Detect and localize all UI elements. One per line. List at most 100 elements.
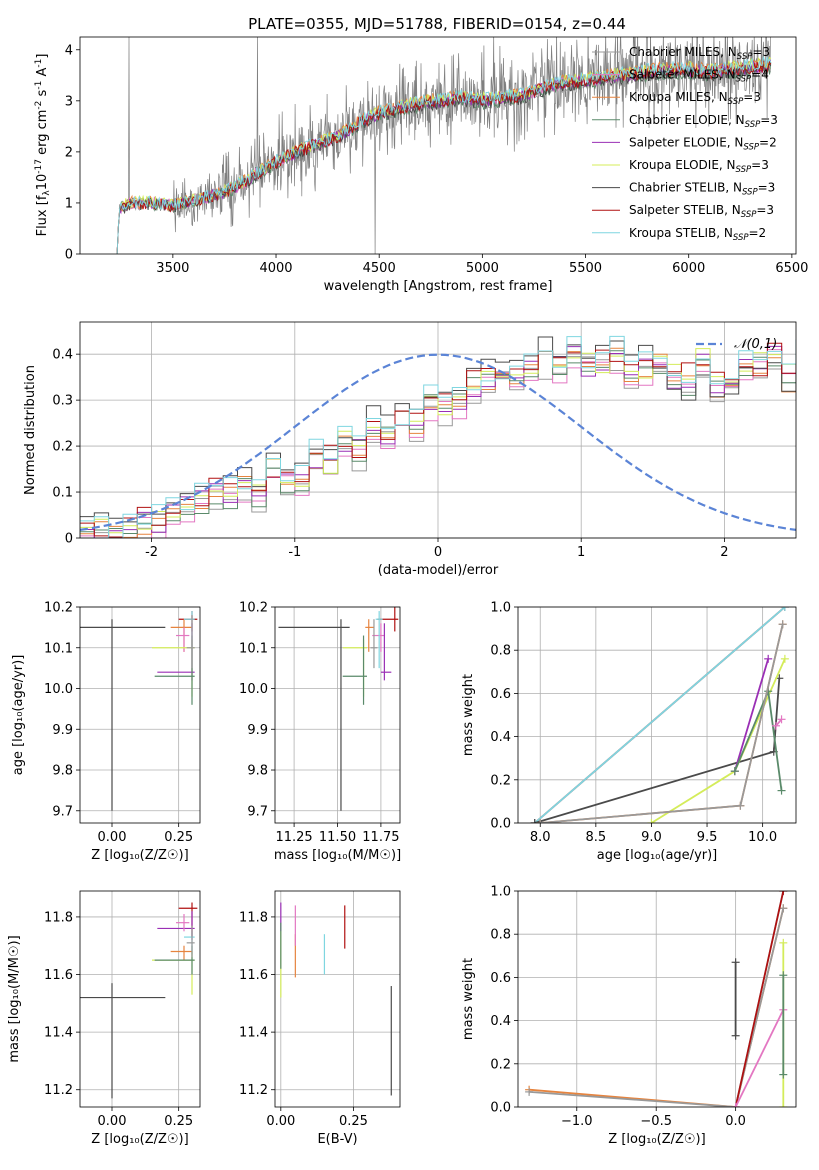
errorbar-salpeter-stelib: [178, 902, 198, 938]
legend-sub: SSP: [741, 210, 757, 220]
x-tick-label: 11.25: [275, 830, 312, 845]
x-tick-label: 0.00: [266, 1114, 295, 1129]
grid: [275, 891, 400, 1107]
legend-entry-chabrier-miles: Chabrier MILES, NSSP=3: [629, 45, 770, 62]
series-chabrier-miles: [529, 908, 785, 1107]
x-axis-label: Z [log₁₀(Z/Z☉)]: [91, 848, 188, 863]
axes-massweight-vs-age: 8.0 8.5 9.0 9.5 10.0 0.0 0.2 0.4 0.6 0.8 1.0 age [l…: [461, 601, 797, 863]
legend-text: =2: [759, 135, 777, 149]
marker-chabrier-miles: [778, 620, 787, 629]
series-chabrier-elodie: [733, 687, 783, 791]
marker-chabrier-miles: [779, 904, 788, 913]
x-tick-label: 3500: [156, 261, 189, 276]
legend-entry-salpeter-elodie: Salpeter ELODIE, NSSP=2: [629, 135, 777, 152]
x-tick-label: 8.0: [530, 830, 551, 845]
errorbar-kroupa-miles: [365, 619, 374, 652]
gaussian-curve: [80, 353, 796, 531]
marker-chabrier-elodie: [730, 767, 739, 776]
ticks: 0.00 0.25 9.7 9.8 9.9 10.0 10.1 10.2: [44, 601, 193, 846]
y-tick-label: 4: [65, 43, 73, 58]
y-tick-label: 9.9: [52, 723, 73, 738]
axes-age-vs-mass: 11.25 11.50 11.75 9.7 9.8 9.9 10.0 10.1 10.2 mass…: [239, 601, 401, 864]
marker-kroupa-elodie: [647, 819, 656, 823]
series-salpeter-miles: [775, 718, 783, 727]
ticks: 0.00 0.25 11.2 11.4 11.6 11.8: [44, 910, 193, 1129]
y-tick-label: 11.6: [239, 968, 268, 983]
x-tick-label: 5500: [569, 261, 602, 276]
errorbar-kroupa-elodie: [152, 951, 195, 995]
y-tick-label: 0.0: [490, 817, 511, 832]
series-kroupa-stelib: [534, 607, 786, 823]
legend-text: =3: [743, 90, 761, 104]
x-tick-label: 11.50: [319, 830, 356, 845]
legend-sub: SSP: [745, 120, 761, 130]
observed-spectrum: [118, 37, 771, 254]
y-tick-label: 0: [65, 532, 73, 547]
legend-text: Salpeter ELODIE, N: [629, 135, 743, 149]
x-axis-label: (data-model)/error: [378, 563, 499, 578]
grid: [80, 322, 796, 539]
marker-chabrier-stelib: [530, 819, 539, 823]
series-kroupa-elodie: [650, 658, 786, 823]
x-axis-label: E(B-V): [317, 1132, 357, 1147]
y-tick-label: 2: [65, 145, 73, 160]
legend-text: =3: [751, 158, 769, 172]
y-tick-label: 0.1: [52, 486, 73, 501]
errorbar-salpeter-stelib: [178, 611, 198, 632]
marker-chabrier-elodie: [777, 786, 786, 795]
legend-sub: SSP: [742, 188, 758, 198]
marker-kroupa-stelib: [780, 607, 789, 611]
marker-chabrier-stelib: [731, 958, 740, 967]
axes-spectrum: 3500 4000 4500 5000 5500 6000 6500 0 1 2 3 4 wavelen…: [34, 36, 809, 294]
x-tick-label: −1.0: [561, 1114, 593, 1129]
y-tick-label: 0.6: [490, 971, 511, 986]
y-tick-label: 10.2: [239, 601, 268, 616]
marker-chabrier-miles: [736, 801, 745, 810]
y-tick-label: 0.3: [52, 394, 73, 409]
y-tick-label: 9.8: [52, 764, 73, 779]
legend-text: Kroupa ELODIE, N: [629, 158, 736, 172]
axes-frame: [79, 36, 797, 255]
axes-frame: [517, 606, 797, 824]
x-tick-label: 5000: [466, 261, 499, 276]
ticks: −1.0 −0.5 0.0 0.0 0.2 0.4 0.6 0.8 1.0: [490, 885, 746, 1130]
y-label-part: -1: [34, 81, 44, 90]
y-label-part: A: [35, 68, 50, 81]
legend-sub: SSP: [728, 97, 744, 107]
y-axis-label: Normed distribution: [23, 365, 38, 495]
y-tick-label: 1.0: [490, 885, 511, 900]
x-tick-label: 4000: [259, 261, 292, 276]
errorbar-chabrier-stelib: [80, 619, 166, 811]
plot-area: [530, 607, 789, 823]
marker-chabrier-miles: [536, 819, 545, 823]
x-tick-label: 8.5: [585, 830, 606, 845]
errorbar-salpeter-elodie: [380, 623, 392, 681]
legend-text: =4: [751, 68, 769, 82]
legend-text: =2: [749, 226, 767, 240]
marker-chabrier-stelib: [731, 1031, 740, 1040]
marker-kroupa-elodie: [779, 938, 788, 947]
axes-mass-vs-Z: 0.00 0.25 11.2 11.4 11.6 11.8 Z [log₁₀(Z/Z☉)] m…: [7, 890, 201, 1147]
y-tick-label: 1.0: [490, 601, 511, 616]
histogram-salpeter-stelib: [80, 342, 796, 538]
errorbar-kroupa-stelib: [375, 611, 383, 669]
x-axis-label: wavelength [Angstrom, rest frame]: [324, 279, 553, 294]
x-tick-label: 4500: [363, 261, 396, 276]
x-tick-label: -1: [288, 545, 301, 560]
x-axis-label: Z [log₁₀(Z/Z☉)]: [608, 1132, 705, 1147]
y-tick-label: 0.2: [490, 773, 511, 788]
errorbar-salpeter-elodie: [157, 911, 195, 940]
errorbar-salpeter-miles: [176, 914, 190, 932]
x-tick-label: 0.25: [164, 830, 193, 845]
legend-sub: SSP: [736, 75, 752, 85]
errorbar-chabrier-stelib: [278, 619, 350, 811]
errorbar-chabrier-elodie: [342, 635, 368, 705]
x-tick-label: 9.0: [641, 830, 662, 845]
y-tick-label: 0.4: [490, 1014, 511, 1029]
ticks: 8.0 8.5 9.0 9.5 10.0 0.0 0.2 0.4 0.6 0.8 1.0: [490, 601, 777, 846]
ticks: 3500 4000 4500 5000 5500 6000 6500 0 1 2 3 4: [65, 43, 809, 276]
y-label-part: 10: [35, 174, 50, 191]
legend-text: Chabrier STELIB, N: [629, 181, 742, 195]
grid: [518, 890, 796, 1108]
